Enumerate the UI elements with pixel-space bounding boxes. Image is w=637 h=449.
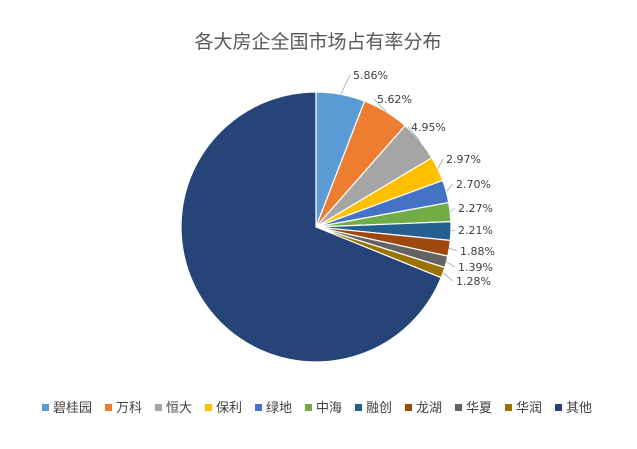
legend-swatch-6 [305, 404, 312, 411]
legend-label-4: 保利 [216, 401, 242, 416]
data-label-8: 1.88% [460, 245, 495, 258]
legend-label-8: 龙湖 [416, 401, 442, 416]
legend-label-5: 绿地 [266, 401, 292, 416]
legend-swatch-1 [42, 404, 49, 411]
legend-label-10: 华润 [516, 401, 542, 416]
legend-label-7: 融创 [366, 401, 392, 416]
chart-title: 各大房企全国市场占有率分布 [194, 31, 441, 53]
legend-label-6: 中海 [316, 401, 342, 416]
data-label-4: 2.97% [446, 153, 481, 166]
legend-label-2: 万科 [116, 401, 142, 416]
data-label-6: 2.27% [458, 202, 493, 215]
leader-line-2 [373, 98, 387, 112]
leader-line-3 [407, 126, 421, 141]
data-label-7: 2.21% [458, 224, 493, 237]
leader-line-6 [449, 207, 456, 213]
leader-lines [340, 74, 458, 282]
leader-line-9 [446, 261, 456, 268]
data-labels: 5.86% 5.62% 4.95% 2.97% 2.70% 2.27% 2.21% 1.88%… [353, 69, 495, 288]
data-label-9: 1.39% [458, 261, 493, 274]
legend-swatch-5 [255, 404, 262, 411]
leader-line-10 [442, 272, 454, 282]
legend-swatch-3 [155, 404, 162, 411]
leader-line-5 [445, 183, 454, 192]
legend-swatch-10 [505, 404, 512, 411]
leader-line-7 [450, 229, 456, 232]
data-label-5: 2.70% [456, 178, 491, 191]
leader-line-1 [340, 74, 351, 95]
leader-line-8 [449, 247, 458, 252]
legend-label-3: 恒大 [166, 401, 192, 416]
legend: 碧桂园 万科 恒大 保利 绿地 中海 融创 龙湖 华夏 华润 其他 [42, 401, 592, 416]
legend-label-9: 华夏 [466, 401, 492, 416]
data-label-3: 4.95% [411, 121, 446, 134]
data-label-10: 1.28% [456, 275, 491, 288]
legend-label-11: 其他 [566, 401, 592, 416]
legend-swatch-7 [355, 404, 362, 411]
legend-swatch-8 [405, 404, 412, 411]
legend-swatch-9 [455, 404, 462, 411]
legend-swatch-4 [205, 404, 212, 411]
leader-line-4 [437, 158, 444, 170]
data-label-2: 5.62% [377, 93, 412, 106]
legend-label-1: 碧桂园 [53, 401, 92, 416]
data-label-1: 5.86% [353, 69, 388, 82]
pie-slice-11 [180, 91, 442, 363]
pie-slices [180, 91, 452, 363]
legend-swatch-11 [555, 404, 562, 411]
legend-swatch-2 [105, 404, 112, 411]
